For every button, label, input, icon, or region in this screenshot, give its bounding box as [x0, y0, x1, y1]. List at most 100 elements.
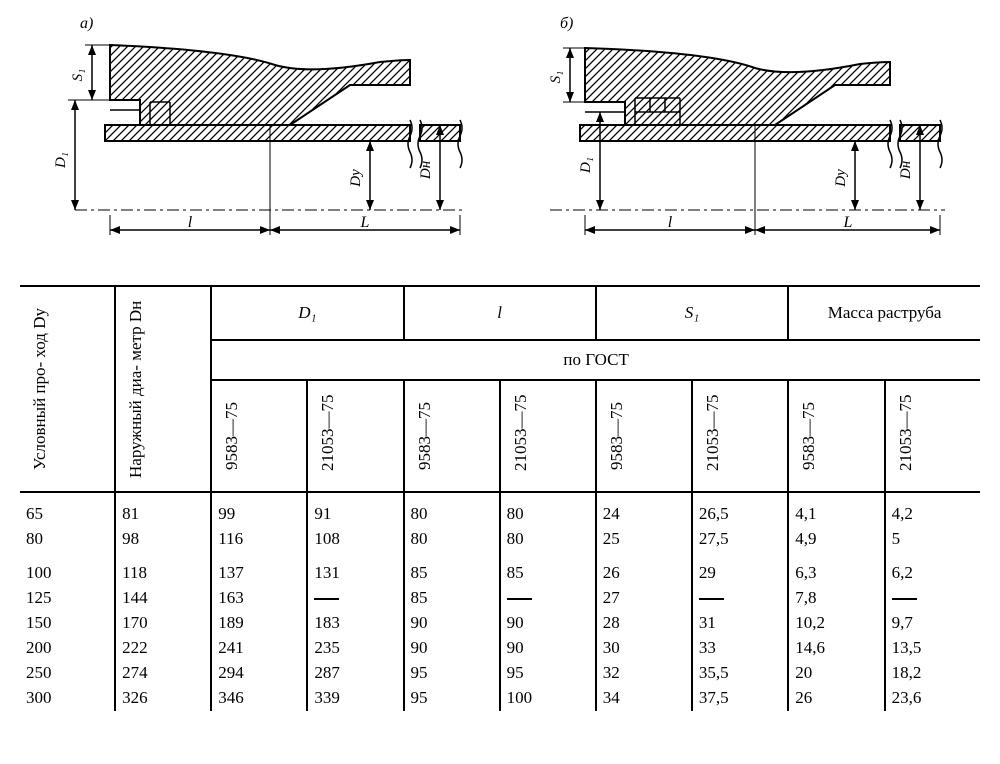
cell: 90 [500, 636, 596, 661]
hdr-g7: 9583—75 [795, 391, 823, 481]
hdr-S1: S₁ [596, 286, 788, 340]
hdr-dn: Наружный диа- метр Dн [122, 289, 150, 489]
cell: 287 [307, 661, 403, 686]
cell: 32 [596, 661, 692, 686]
cell: 34 [596, 686, 692, 711]
cell: 100 [20, 552, 115, 586]
cell: 163 [211, 586, 307, 611]
cell: 13,5 [885, 636, 980, 661]
diagram-a-svg: S₁ D₁ Dу Dн l [50, 20, 470, 250]
cell: 189 [211, 611, 307, 636]
cell: 100 [500, 686, 596, 711]
dim-DH: Dн [418, 161, 434, 180]
cell: 85 [500, 552, 596, 586]
cell: 24 [596, 492, 692, 527]
dim-D1: D₁ [53, 152, 69, 169]
cell: 6,3 [788, 552, 884, 586]
cell [307, 586, 403, 611]
cell: 90 [404, 611, 500, 636]
table-row: 25027429428795953235,52018,2 [20, 661, 980, 686]
cell: 326 [115, 686, 211, 711]
hdr-g1: 9583—75 [218, 391, 246, 481]
cell: 131 [307, 552, 403, 586]
cell: 20 [788, 661, 884, 686]
cell: 4,2 [885, 492, 980, 527]
diagram-b: б) [530, 20, 950, 255]
cell: 5 [885, 527, 980, 552]
cell: 65 [20, 492, 115, 527]
cell: 294 [211, 661, 307, 686]
hdr-g5: 9583—75 [603, 391, 631, 481]
cell: 95 [404, 686, 500, 711]
cell: 80 [500, 492, 596, 527]
cell: 98 [115, 527, 211, 552]
cell: 30 [596, 636, 692, 661]
dim-S1: S₁ [70, 69, 86, 82]
cell: 85 [404, 586, 500, 611]
table-row: 809811610880802527,54,95 [20, 527, 980, 552]
dim-l-b: l [668, 214, 673, 231]
hdr-g3: 9583—75 [411, 391, 439, 481]
hdr-D1: D₁ [211, 286, 403, 340]
cell: 200 [20, 636, 115, 661]
dim-D1-b: D₁ [578, 157, 594, 174]
cell: 183 [307, 611, 403, 636]
dim-L: L [360, 214, 370, 231]
hdr-mass: Масса раструба [788, 286, 980, 340]
hdr-dy: Условный про- ход Dу [26, 289, 54, 489]
cell: 35,5 [692, 661, 788, 686]
cell: 144 [115, 586, 211, 611]
cell: 28 [596, 611, 692, 636]
table-row: 6581999180802426,54,14,2 [20, 492, 980, 527]
cell: 4,1 [788, 492, 884, 527]
cell: 29 [692, 552, 788, 586]
table-row: 1501701891839090283110,29,7 [20, 611, 980, 636]
dim-Dy-b: Dу [833, 169, 849, 188]
cell: 339 [307, 686, 403, 711]
cell: 27 [596, 586, 692, 611]
cell [500, 586, 596, 611]
hdr-l: l [404, 286, 596, 340]
cell: 26 [788, 686, 884, 711]
diagrams-row: а) [20, 20, 980, 255]
cell: 4,9 [788, 527, 884, 552]
cell: 26 [596, 552, 692, 586]
table-row: 300326346339951003437,52623,6 [20, 686, 980, 711]
cell: 85 [404, 552, 500, 586]
cell: 108 [307, 527, 403, 552]
table-row: 12514416385277,8 [20, 586, 980, 611]
cell: 10,2 [788, 611, 884, 636]
cell: 14,6 [788, 636, 884, 661]
cell: 125 [20, 586, 115, 611]
cell: 27,5 [692, 527, 788, 552]
diagram-b-label: б) [560, 15, 573, 33]
dim-Dy: Dу [348, 169, 364, 188]
spec-table: Условный про- ход Dу Наружный диа- метр … [20, 285, 980, 711]
diagram-b-svg: S₁ D₁ Dу Dн l [530, 20, 950, 250]
cell: 23,6 [885, 686, 980, 711]
cell: 250 [20, 661, 115, 686]
dim-L-b: L [843, 214, 853, 231]
cell: 90 [500, 611, 596, 636]
cell: 99 [211, 492, 307, 527]
cell: 118 [115, 552, 211, 586]
cell: 81 [115, 492, 211, 527]
cell: 274 [115, 661, 211, 686]
cell: 241 [211, 636, 307, 661]
table-row: 100118137131858526296,36,2 [20, 552, 980, 586]
cell: 137 [211, 552, 307, 586]
cell: 150 [20, 611, 115, 636]
cell: 170 [115, 611, 211, 636]
cell: 90 [404, 636, 500, 661]
diagram-a: а) [50, 20, 470, 255]
cell: 26,5 [692, 492, 788, 527]
cell: 91 [307, 492, 403, 527]
dim-DH-b: Dн [898, 161, 914, 180]
table-row: 2002222412359090303314,613,5 [20, 636, 980, 661]
hdr-g8: 21053—75 [892, 391, 920, 481]
hdr-g6: 21053—75 [699, 391, 727, 481]
diagram-a-label: а) [80, 15, 93, 33]
cell: 80 [500, 527, 596, 552]
cell: 31 [692, 611, 788, 636]
cell: 346 [211, 686, 307, 711]
